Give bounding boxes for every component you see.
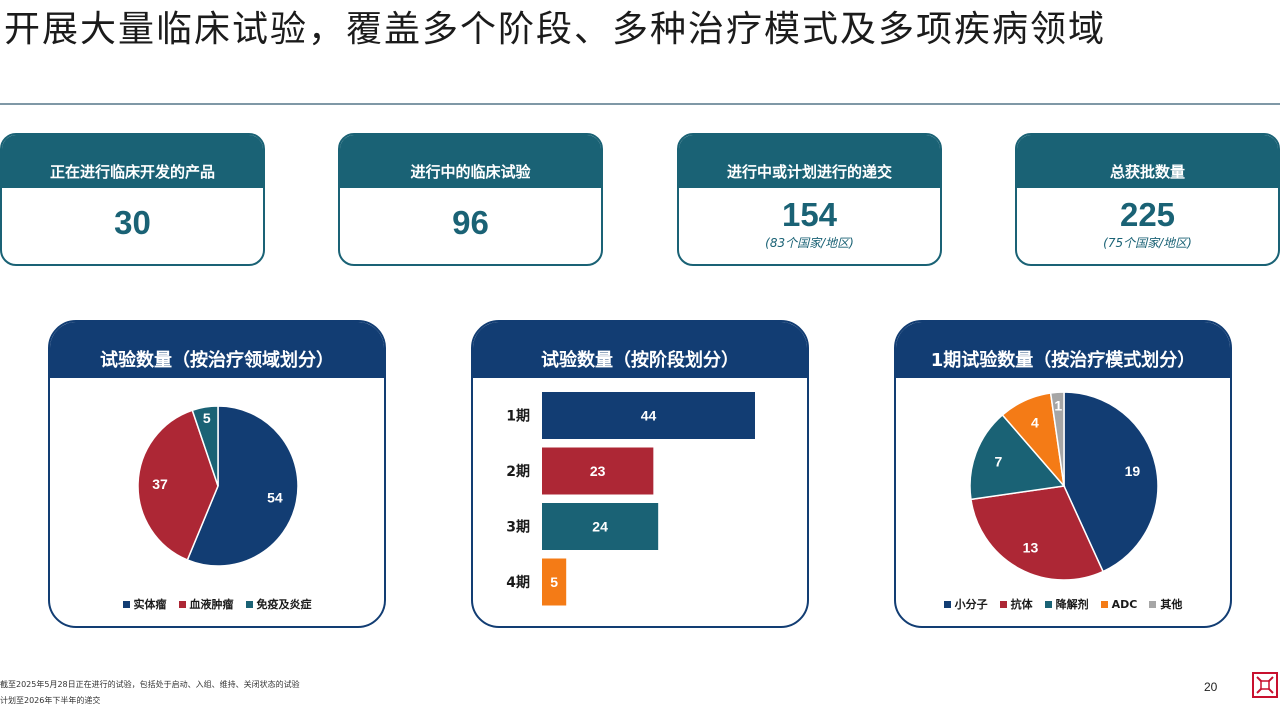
pie-slice [191, 405, 219, 487]
legend-swatch [245, 600, 253, 608]
legend-label: 免疫及炎症 [256, 598, 312, 611]
chart-legend: 小分子 抗体 降解剂 ADC 其他 [896, 596, 1230, 612]
pie-slice [137, 409, 219, 561]
page-title: 开展大量临床试验，覆盖多个阶段、多种治疗模式及多项疾病领域 [4, 9, 1107, 50]
chart-title: 1期试验数量（按治疗模式划分） [896, 322, 1230, 378]
modality-pie-chart: 19 13 7 41 [969, 391, 1159, 581]
kpi-label: 总获批数量 [1017, 135, 1278, 188]
legend-label: 其他 [1160, 598, 1183, 611]
data-label: 4 [1031, 414, 1039, 430]
kpi-card-products: 正在进行临床开发的产品 30 [0, 133, 265, 266]
page-number: 20 [1204, 680, 1218, 694]
legend-swatch [999, 600, 1007, 608]
legend-item: 小分子 [943, 596, 988, 612]
legend-swatch [122, 600, 130, 608]
data-label: 5 [550, 574, 558, 590]
kpi-card-trials: 进行中的临床试验 96 [338, 133, 603, 266]
legend-label: 降解剂 [1055, 598, 1089, 611]
footnote-2: 计划至2026年下半年的递交 [0, 696, 101, 705]
data-label: 5 [203, 410, 211, 426]
kpi-value: 154 [781, 196, 838, 233]
legend-label: 实体瘤 [133, 598, 167, 611]
legend-item: 降解剂 [1044, 596, 1089, 612]
category-label: 3期 [506, 520, 530, 536]
legend-label: ADC [1111, 597, 1138, 611]
data-label: 13 [1023, 539, 1039, 555]
kpi-label: 进行中的临床试验 [340, 135, 601, 188]
pie-slice [969, 413, 1066, 501]
data-label: 54 [267, 489, 283, 505]
kpi-subtext: (75个国家/地区) [1103, 236, 1192, 250]
bar [542, 558, 567, 606]
legend-swatch [178, 600, 186, 608]
chart-panel-phase: 试验数量（按阶段划分） 1期 44 2期 23 3期 24 4期 5 [471, 320, 809, 628]
footnote-1: 截至2025年5月28日正在进行的试验，包括处于启动、入组、维持、关闭状态的试验 [0, 680, 300, 689]
kpi-value: 225 [1119, 196, 1176, 233]
chart-panel-modality: 1期试验数量（按治疗模式划分） 19 13 7 4 1 小分子 抗体 降解剂 ADC 其他 [894, 320, 1232, 628]
kpi-label: 进行中或计划进行的递交 [679, 135, 940, 188]
phase-bar-chart: 1期 44 2期 23 3期 24 4期 5 [506, 392, 755, 606]
therapeutic-area-pie-chart: 54 37 5 [137, 405, 299, 567]
legend-item: 实体瘤 [122, 596, 167, 612]
legend-swatch [943, 600, 951, 608]
category-label: 1期 [506, 409, 530, 425]
legend-item: 血液肿瘤 [178, 596, 234, 612]
legend-swatch [1149, 600, 1157, 608]
category-label: 2期 [506, 464, 530, 480]
kpi-label: 正在进行临床开发的产品 [2, 135, 263, 188]
category-label: 4期 [506, 575, 530, 591]
pie-slice [970, 485, 1105, 581]
kpi-value: 30 [114, 204, 151, 241]
data-label: 7 [995, 454, 1003, 470]
chart-title: 试验数量（按阶段划分） [473, 322, 807, 378]
bar [542, 447, 654, 495]
title-divider [0, 103, 1280, 105]
legend-item: 免疫及炎症 [245, 596, 312, 612]
data-label: 23 [590, 463, 606, 479]
data-label: 37 [152, 476, 168, 492]
data-label: 19 [1125, 463, 1141, 479]
chart-title: 试验数量（按治疗领域划分） [50, 322, 384, 378]
legend-label: 小分子 [954, 598, 988, 611]
kpi-subtext: (83个国家/地区) [765, 236, 854, 250]
legend-label: 抗体 [1010, 598, 1033, 611]
legend-label: 血液肿瘤 [189, 598, 234, 611]
bar [542, 503, 659, 550]
pie-slice [186, 405, 299, 567]
data-label: 1 [1054, 397, 1062, 413]
legend-item: ADC [1100, 596, 1138, 612]
legend-item: 其他 [1149, 596, 1182, 612]
pie-slice [1063, 391, 1159, 573]
bar [542, 392, 755, 439]
chart-legend: 实体瘤 血液肿瘤 免疫及炎症 [50, 596, 384, 612]
data-label: 24 [592, 519, 608, 535]
legend-item: 抗体 [999, 596, 1033, 612]
chart-panel-therapeutic-area: 试验数量（按治疗领域划分） 54 37 5 实体瘤 血液肿瘤 免疫及炎症 [48, 320, 386, 628]
company-logo-icon [1252, 672, 1278, 698]
kpi-card-submissions: 进行中或计划进行的递交 154 (83个国家/地区) [677, 133, 942, 266]
data-label: 44 [641, 408, 657, 424]
kpi-value: 96 [452, 204, 489, 241]
pie-slice [1049, 391, 1065, 487]
kpi-card-approvals: 总获批数量 225 (75个国家/地区) [1015, 133, 1280, 266]
legend-swatch [1044, 600, 1052, 608]
legend-swatch [1100, 600, 1108, 608]
